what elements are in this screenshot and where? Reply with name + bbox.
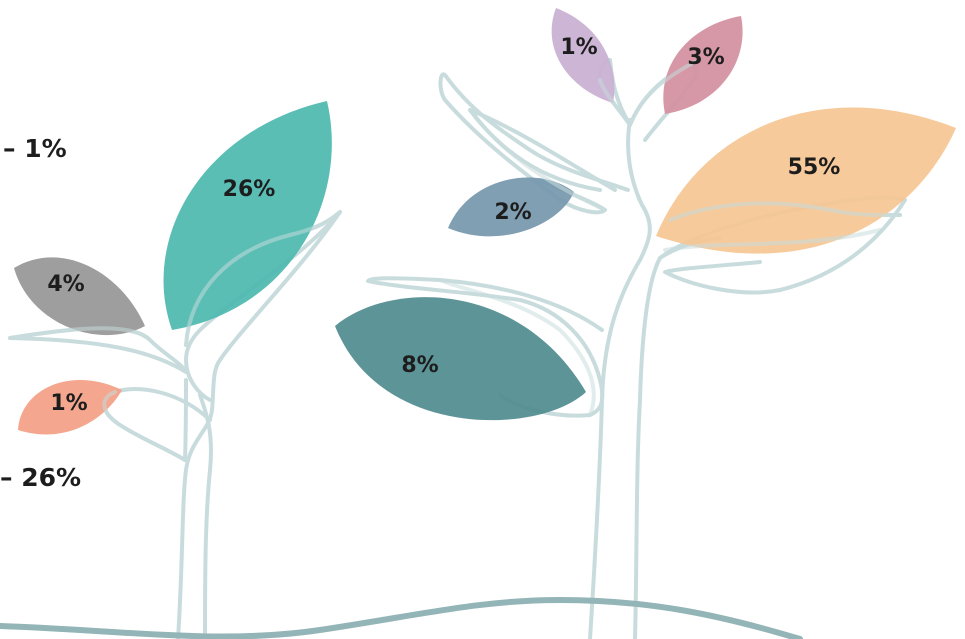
leaf-2-percent	[448, 177, 574, 237]
leaf-label-3: 3%	[687, 45, 725, 70]
side-label-1-percent: – 1%	[3, 134, 67, 163]
overlay-peach-vein	[102, 390, 187, 462]
overlay-gray-vein	[8, 326, 152, 342]
leaf-label-1-top: 1%	[560, 35, 598, 60]
right-main-stem	[588, 118, 652, 639]
leaf-label-1-left: 1%	[50, 391, 88, 416]
leaf-label-55: 55%	[787, 155, 841, 180]
leaf-label-2: 2%	[494, 200, 532, 225]
left-main-stem	[176, 210, 342, 639]
overlay-8-vein	[438, 278, 596, 417]
leaf-55-percent	[656, 107, 956, 254]
leaf-4-percent	[14, 257, 145, 336]
overlay-buds-vein	[598, 60, 697, 127]
leaf-3-percent	[663, 16, 743, 114]
leaves	[14, 8, 956, 435]
overlay-2-vein	[468, 108, 607, 212]
ground-line	[0, 596, 803, 639]
side-label-26-percent: – 26%	[0, 463, 82, 492]
overlay-left-vein	[184, 210, 342, 347]
overlay-orange-vein	[663, 201, 902, 252]
leaf-8-percent	[335, 297, 586, 421]
stem-overlay	[8, 60, 902, 462]
leaf-label-26: 26%	[222, 177, 276, 202]
leaf-26-percent	[163, 101, 332, 330]
leaf-label-4: 4%	[47, 272, 85, 297]
right-main-stem-inner	[633, 236, 722, 639]
leaf-label-8: 8%	[401, 353, 439, 378]
leaf-1-percent-left	[18, 379, 122, 435]
